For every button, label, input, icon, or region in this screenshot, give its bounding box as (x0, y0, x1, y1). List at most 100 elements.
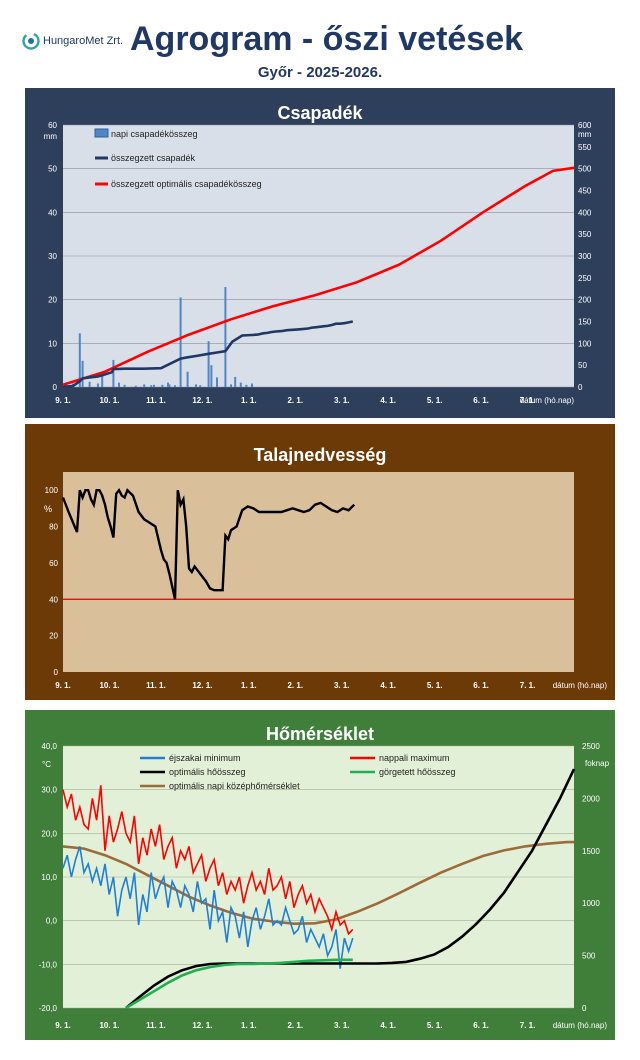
temperature-chart: Hőmérséklet -20,0 -10,0 0,0 10,0 20,0 30,0 40,… (25, 710, 615, 1040)
y-tick-label: 50 (48, 165, 57, 174)
x-tick-label: 9. 1. (55, 681, 71, 690)
precipitation-title: Csapadék (277, 103, 363, 123)
y-tick-label: 40 (48, 208, 57, 217)
precip-bar (234, 376, 237, 387)
precip-bar (199, 385, 202, 387)
y-tick-label: 30 (48, 252, 57, 261)
x-tick-label: 3. 1. (334, 1021, 350, 1030)
temperature-right-unit: foknap (585, 759, 610, 768)
y-tick-label: 0 (54, 668, 59, 677)
x-tick-label: 7. 1. (520, 396, 536, 405)
precip-bar (251, 383, 253, 387)
precipitation-right-unit: mm (578, 130, 592, 139)
y2-tick-label: 1500 (582, 847, 600, 856)
x-tick-label: 11. 1. (146, 1021, 166, 1030)
precip-bar (186, 371, 189, 387)
precip-bar (150, 385, 153, 387)
y2-tick-label: 350 (578, 230, 592, 239)
y-tick-label: 20,0 (41, 829, 57, 838)
precip-bar (230, 384, 232, 387)
precip-bar (168, 384, 171, 387)
legend-label-optimal-mean-temp: optimális napi középhőmérséklet (169, 781, 300, 791)
precipitation-x-unit: dátum (hó.nap) (520, 396, 575, 405)
x-tick-label: 1. 1. (241, 396, 257, 405)
precip-bar (118, 382, 120, 387)
temperature-left-unit: °C (42, 760, 51, 769)
x-tick-label: 9. 1. (55, 1021, 71, 1030)
precipitation-chart: Csapadék 0102030405060050100150200250300… (25, 88, 615, 418)
legend-label-optimal-heat-sum: optimális hőösszeg (169, 767, 246, 777)
precip-bar (88, 381, 91, 387)
x-tick-label: 4. 1. (380, 681, 396, 690)
x-tick-label: 1. 1. (241, 681, 257, 690)
temperature-title: Hőmérséklet (266, 724, 374, 744)
y-tick-label: 10 (48, 339, 57, 348)
precipitation-left-unit: mm (44, 132, 58, 141)
y-tick-label: 100 (45, 486, 59, 495)
night-min-line (62, 846, 354, 969)
y2-tick-label: 2500 (582, 742, 600, 751)
page-subtitle: Győr - 2025-2026. (257, 64, 383, 81)
precip-bar (216, 377, 218, 387)
x-tick-label: 5. 1. (427, 396, 443, 405)
y-tick-label: -20,0 (39, 1004, 58, 1013)
precip-bar (97, 383, 99, 387)
y2-tick-label: 150 (578, 318, 592, 327)
legend-label-cumulative-precip: összegzett csapadék (111, 153, 196, 163)
y2-tick-label: 0 (578, 383, 583, 392)
y2-tick-label: 600 (578, 121, 592, 130)
legend-label-optimal-precip: összegzett optimális csapadékösszeg (111, 179, 262, 189)
y-tick-label: 10,0 (41, 873, 57, 882)
legend-label-daily-precip: napi csapadékösszeg (111, 129, 198, 139)
precip-bar (161, 384, 164, 387)
soil-moisture-line (61, 487, 356, 600)
soil-moisture-x-unit: dátum (hó.nap) (553, 681, 608, 690)
y2-tick-label: 0 (582, 1004, 587, 1013)
y2-tick-label: 500 (578, 165, 592, 174)
x-tick-label: 11. 1. (146, 681, 166, 690)
soil-moisture-unit: % (44, 504, 52, 514)
optimal-heat-sum-line (125, 768, 576, 1010)
y2-tick-label: 450 (578, 187, 592, 196)
y-tick-label: -10,0 (39, 960, 58, 969)
y2-tick-label: 400 (578, 208, 592, 217)
precip-bar (239, 382, 242, 387)
x-tick-label: 3. 1. (334, 681, 350, 690)
precip-bar (123, 384, 126, 387)
y2-tick-label: 2000 (582, 794, 600, 803)
precip-bar (134, 385, 137, 387)
precip-bar (78, 333, 81, 387)
y-tick-label: 40,0 (41, 742, 57, 751)
logo-swirl-icon (22, 32, 40, 50)
x-tick-label: 2. 1. (287, 1021, 303, 1030)
x-tick-label: 5. 1. (427, 1021, 443, 1030)
precip-bar (153, 384, 155, 387)
page-title: Agrogram - őszi vetések (130, 20, 524, 58)
x-tick-label: 6. 1. (473, 681, 489, 690)
y2-tick-label: 100 (578, 339, 592, 348)
precip-bar (224, 287, 227, 387)
x-tick-label: 12. 1. (192, 396, 212, 405)
x-tick-label: 10. 1. (99, 681, 119, 690)
y-tick-label: 20 (48, 296, 57, 305)
y2-tick-label: 500 (582, 952, 596, 961)
cumulative-precip-line (62, 320, 354, 389)
precip-bar (101, 376, 104, 387)
x-tick-label: 12. 1. (192, 1021, 212, 1030)
precip-bar (207, 341, 210, 387)
x-tick-label: 6. 1. (473, 396, 489, 405)
x-tick-label: 6. 1. (473, 1021, 489, 1030)
y-tick-label: 30,0 (41, 786, 57, 795)
y2-tick-label: 550 (578, 143, 592, 152)
precip-bar (167, 382, 169, 387)
precip-bar (195, 384, 197, 387)
y2-tick-label: 200 (578, 296, 592, 305)
x-tick-label: 3. 1. (334, 396, 350, 405)
precip-bar (245, 384, 248, 387)
x-tick-label: 2. 1. (287, 681, 303, 690)
soil-moisture-title: Talajnedvesség (254, 445, 387, 465)
y-tick-label: 60 (48, 121, 57, 130)
x-tick-label: 5. 1. (427, 681, 443, 690)
rolling-heat-sum-line (125, 958, 353, 1010)
precip-bar (81, 360, 84, 387)
